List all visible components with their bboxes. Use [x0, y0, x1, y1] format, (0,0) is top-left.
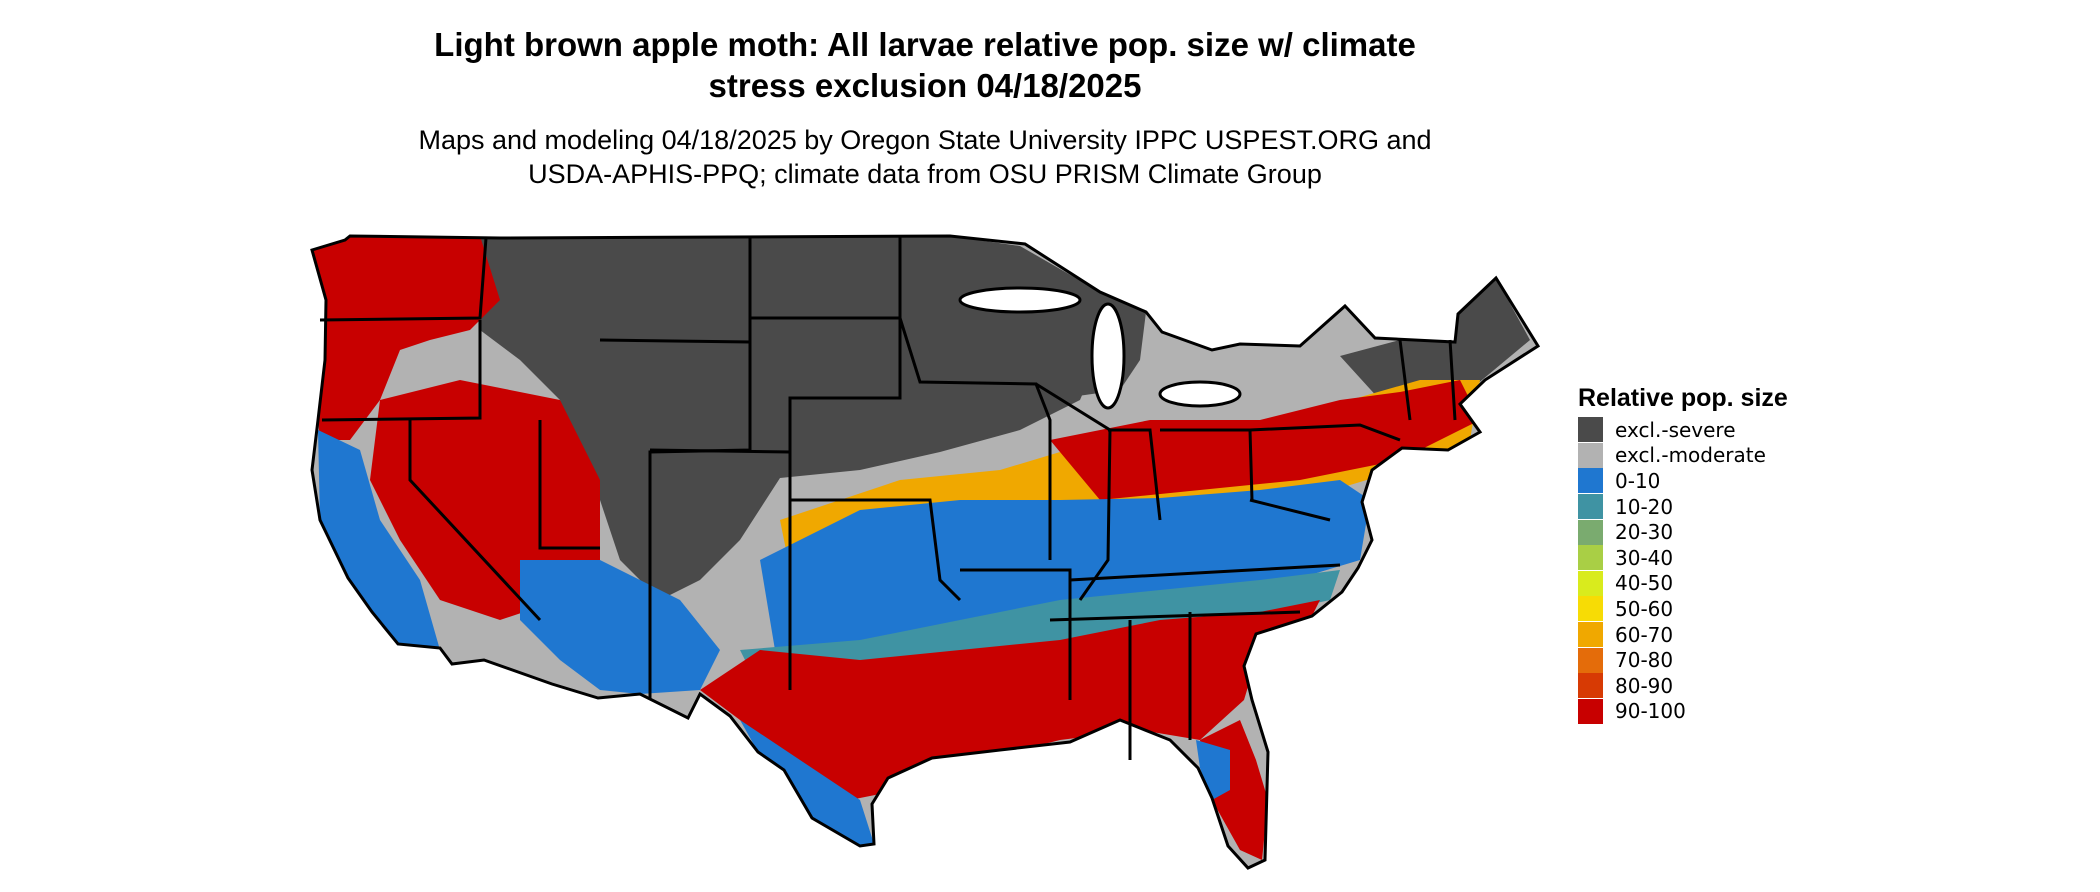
us-outline	[310, 234, 1541, 870]
boundary-nd-sd-ne	[750, 316, 902, 452]
lake-superior	[958, 286, 1082, 314]
legend-swatch	[1578, 417, 1603, 443]
boundary-pa-va	[1249, 498, 1331, 522]
map-subtitle-line-1: Maps and modeling 04/18/2025 by Oregon S…	[418, 125, 1432, 155]
legend-label: 40-50	[1615, 571, 1674, 596]
map-fill	[312, 236, 1538, 868]
legend-item: 80-90	[1578, 673, 1788, 699]
region-south	[700, 600, 1320, 800]
legend-label: excl.-severe	[1615, 417, 1736, 442]
legend-swatch	[1578, 545, 1603, 571]
region-california-coast	[318, 430, 440, 650]
region-florida-north	[1196, 740, 1230, 800]
legend-label: excl.-moderate	[1615, 443, 1766, 468]
boundary-wa-or	[319, 237, 488, 322]
region-ohio-valley	[1050, 380, 1480, 500]
legend-swatch	[1578, 494, 1603, 520]
map-subtitle: Maps and modeling 04/18/2025 by Oregon S…	[0, 123, 1850, 191]
legend-swatch	[1578, 596, 1603, 622]
legend-swatch	[1578, 570, 1603, 596]
legend-swatch	[1578, 698, 1603, 724]
legend-item: 60-70	[1578, 622, 1788, 648]
region-pacific-northwest	[312, 236, 500, 440]
boundary-pa-ny	[1249, 423, 1401, 442]
legend-item: 10-20	[1578, 494, 1788, 520]
map-legend: Relative pop. size excl.-severe excl.-mod…	[1578, 383, 1788, 724]
legend-swatch	[1578, 647, 1603, 673]
legend-swatch	[1578, 442, 1603, 468]
boundary-ar-la	[960, 568, 1072, 700]
boundary-tn-north	[1069, 563, 1341, 582]
boundary-nv-ut	[538, 420, 600, 550]
legend-label: 80-90	[1615, 673, 1674, 698]
legend-item: excl.-severe	[1578, 417, 1788, 443]
legend-items: excl.-severe excl.-moderate 0-10 10-20 20-30…	[1578, 417, 1788, 724]
map-subtitle-line-2: USDA-APHIS-PPQ; climate data from OSU PR…	[528, 159, 1322, 189]
legend-swatch	[1578, 673, 1603, 699]
boundary-tn-south	[1049, 610, 1301, 622]
map-title: Light brown apple moth: All larvae relat…	[0, 24, 1850, 106]
state-boundaries	[319, 236, 1457, 760]
great-lakes	[958, 286, 1242, 410]
region-desert-southwest	[520, 560, 720, 694]
legend-swatch	[1578, 519, 1603, 545]
legend-item: 20-30	[1578, 519, 1788, 545]
legend-item: 40-50	[1578, 570, 1788, 597]
boundary-ca-nv	[408, 420, 542, 622]
legend-title: Relative pop. size	[1578, 384, 1788, 412]
legend-label: 50-60	[1615, 596, 1674, 621]
legend-swatch	[1578, 622, 1603, 648]
legend-label: 0-10	[1615, 468, 1661, 493]
map-title-line-1: Light brown apple moth: All larvae relat…	[434, 26, 1416, 63]
legend-label: 20-30	[1615, 520, 1674, 545]
boundary-mn-ia-mo	[898, 236, 1052, 560]
legend-label: 90-100	[1615, 699, 1686, 724]
boundary-nh-me	[1448, 339, 1457, 421]
region-excl-severe-new-england	[1340, 278, 1530, 400]
legend-label: 30-40	[1615, 545, 1674, 570]
legend-item: 30-40	[1578, 545, 1788, 571]
lake-michigan	[1090, 302, 1126, 410]
boundary-or-ca-nv	[321, 320, 482, 422]
legend-item: excl.-moderate	[1578, 442, 1788, 469]
boundary-vt-nh	[1398, 339, 1412, 421]
boundary-in	[1108, 428, 1162, 521]
legend-item: 70-80	[1578, 647, 1788, 673]
legend-item: 90-100	[1578, 698, 1788, 725]
legend-item: 0-10	[1578, 468, 1788, 494]
region-texas-coast	[740, 720, 874, 846]
lake-erie	[1158, 380, 1242, 408]
boundary-ks-ok	[790, 498, 962, 602]
legend-item: 50-60	[1578, 596, 1788, 622]
legend-swatch	[1578, 468, 1603, 494]
legend-label: 60-70	[1615, 622, 1674, 647]
legend-label: 70-80	[1615, 648, 1674, 673]
legend-label: 10-20	[1615, 494, 1674, 519]
map-title-line-2: stress exclusion 04/18/2025	[708, 67, 1142, 104]
